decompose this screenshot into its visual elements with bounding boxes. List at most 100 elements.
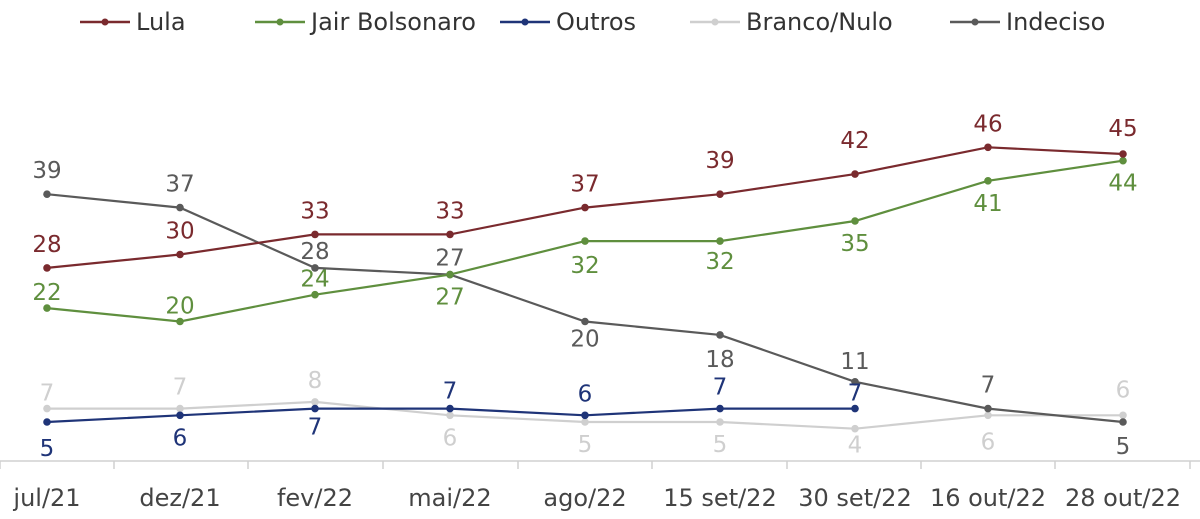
data-label: 33	[300, 198, 329, 224]
data-label: 37	[165, 172, 194, 198]
data-label: 42	[840, 128, 869, 154]
data-label: 44	[1108, 171, 1137, 197]
data-label: 7	[981, 373, 996, 399]
data-label: 7	[443, 379, 458, 405]
data-point	[43, 418, 51, 426]
data-label: 28	[32, 232, 61, 258]
data-point	[446, 270, 454, 279]
legend-label: Indeciso	[1006, 8, 1105, 36]
data-point	[1119, 150, 1127, 158]
legend-marker	[711, 18, 719, 26]
legend-label: Lula	[136, 8, 186, 36]
legend-item-1: Jair Bolsonaro	[255, 8, 476, 36]
data-label: 39	[705, 148, 734, 174]
data-label: 6	[1116, 377, 1131, 403]
data-label: 30	[165, 219, 194, 245]
data-point	[43, 404, 51, 413]
data-point	[176, 250, 184, 259]
data-point	[43, 304, 51, 312]
data-label: 24	[300, 267, 329, 293]
series-points	[43, 143, 1127, 433]
x-tick-label: mai/22	[408, 484, 491, 512]
x-tick-label: jul/21	[12, 484, 80, 512]
legend-marker	[101, 18, 109, 26]
data-point	[176, 404, 184, 413]
data-label: 5	[1116, 434, 1131, 460]
data-point	[716, 331, 724, 339]
data-label: 37	[570, 172, 599, 198]
data-label: 41	[973, 191, 1002, 217]
data-point	[446, 404, 454, 413]
legend-label: Outros	[556, 8, 636, 36]
legend-label: Branco/Nulo	[746, 8, 893, 36]
data-label: 20	[570, 327, 599, 353]
data-point	[851, 424, 859, 433]
data-point	[311, 264, 319, 272]
legend-item-0: Lula	[80, 8, 186, 36]
data-label: 20	[165, 294, 194, 320]
legend-marker	[276, 18, 284, 26]
data-label: 6	[443, 425, 458, 451]
data-point	[311, 290, 319, 299]
data-label: 8	[308, 368, 323, 394]
data-label: 32	[570, 253, 599, 279]
data-point	[446, 411, 454, 420]
data-point	[43, 190, 51, 198]
data-point	[581, 203, 589, 212]
legend-label: Jair Bolsonaro	[309, 8, 476, 36]
data-point	[176, 203, 184, 212]
data-label: 22	[32, 280, 61, 306]
data-label: 6	[981, 429, 996, 455]
data-label: 5	[713, 432, 728, 458]
x-axis: jul/21 dez/21 fev/22 mai/22 ago/22 15 set/22 3…	[0, 460, 1200, 512]
legend: Lula Jair Bolsonaro Outros Branco/Nulo Indec…	[80, 8, 1105, 36]
data-point	[311, 230, 319, 239]
data-point	[984, 177, 992, 185]
data-label: 7	[713, 375, 728, 401]
legend-item-4: Indeciso	[950, 8, 1105, 36]
data-label: 5	[578, 432, 593, 458]
data-label: 7	[848, 381, 863, 407]
data-label: 6	[173, 425, 188, 451]
data-point	[1119, 418, 1127, 426]
data-label: 39	[32, 158, 61, 184]
legend-marker	[521, 18, 529, 26]
data-label: 46	[973, 111, 1002, 137]
data-label: 27	[435, 246, 464, 272]
legend-marker	[971, 18, 979, 26]
data-point	[716, 237, 724, 245]
data-point	[581, 237, 589, 245]
data-point	[984, 404, 992, 413]
data-label: 7	[173, 375, 188, 401]
data-point	[581, 317, 589, 326]
data-label: 18	[705, 347, 734, 373]
data-point	[581, 411, 589, 420]
x-tick-label: dez/21	[139, 484, 220, 512]
data-label: 33	[435, 198, 464, 224]
data-point	[716, 190, 724, 198]
data-label: 7	[40, 381, 55, 407]
x-tick-label: fev/22	[277, 484, 353, 512]
data-point	[851, 170, 859, 178]
x-tick-label: 15 set/22	[663, 484, 776, 512]
data-point	[581, 418, 589, 426]
data-point	[311, 404, 319, 413]
data-point	[851, 404, 859, 413]
data-labels: 28 30 33 33 37 39 42 46 45 22 20 24 27 32 32 35 41 44 5 6 7 7…	[32, 111, 1137, 462]
x-tick-label: ago/22	[543, 484, 626, 512]
data-point	[43, 264, 51, 272]
data-point	[1119, 156, 1127, 165]
data-point	[716, 404, 724, 413]
data-label: 35	[840, 231, 869, 257]
data-label: 45	[1108, 116, 1137, 142]
data-point	[984, 143, 992, 152]
data-point	[446, 230, 454, 239]
data-label: 27	[435, 285, 464, 311]
data-point	[851, 217, 859, 225]
x-tick-label: 28 out/22	[1065, 484, 1181, 512]
legend-item-3: Branco/Nulo	[690, 8, 893, 36]
data-label: 28	[300, 239, 329, 265]
data-label: 32	[705, 249, 734, 275]
data-point	[311, 398, 319, 406]
